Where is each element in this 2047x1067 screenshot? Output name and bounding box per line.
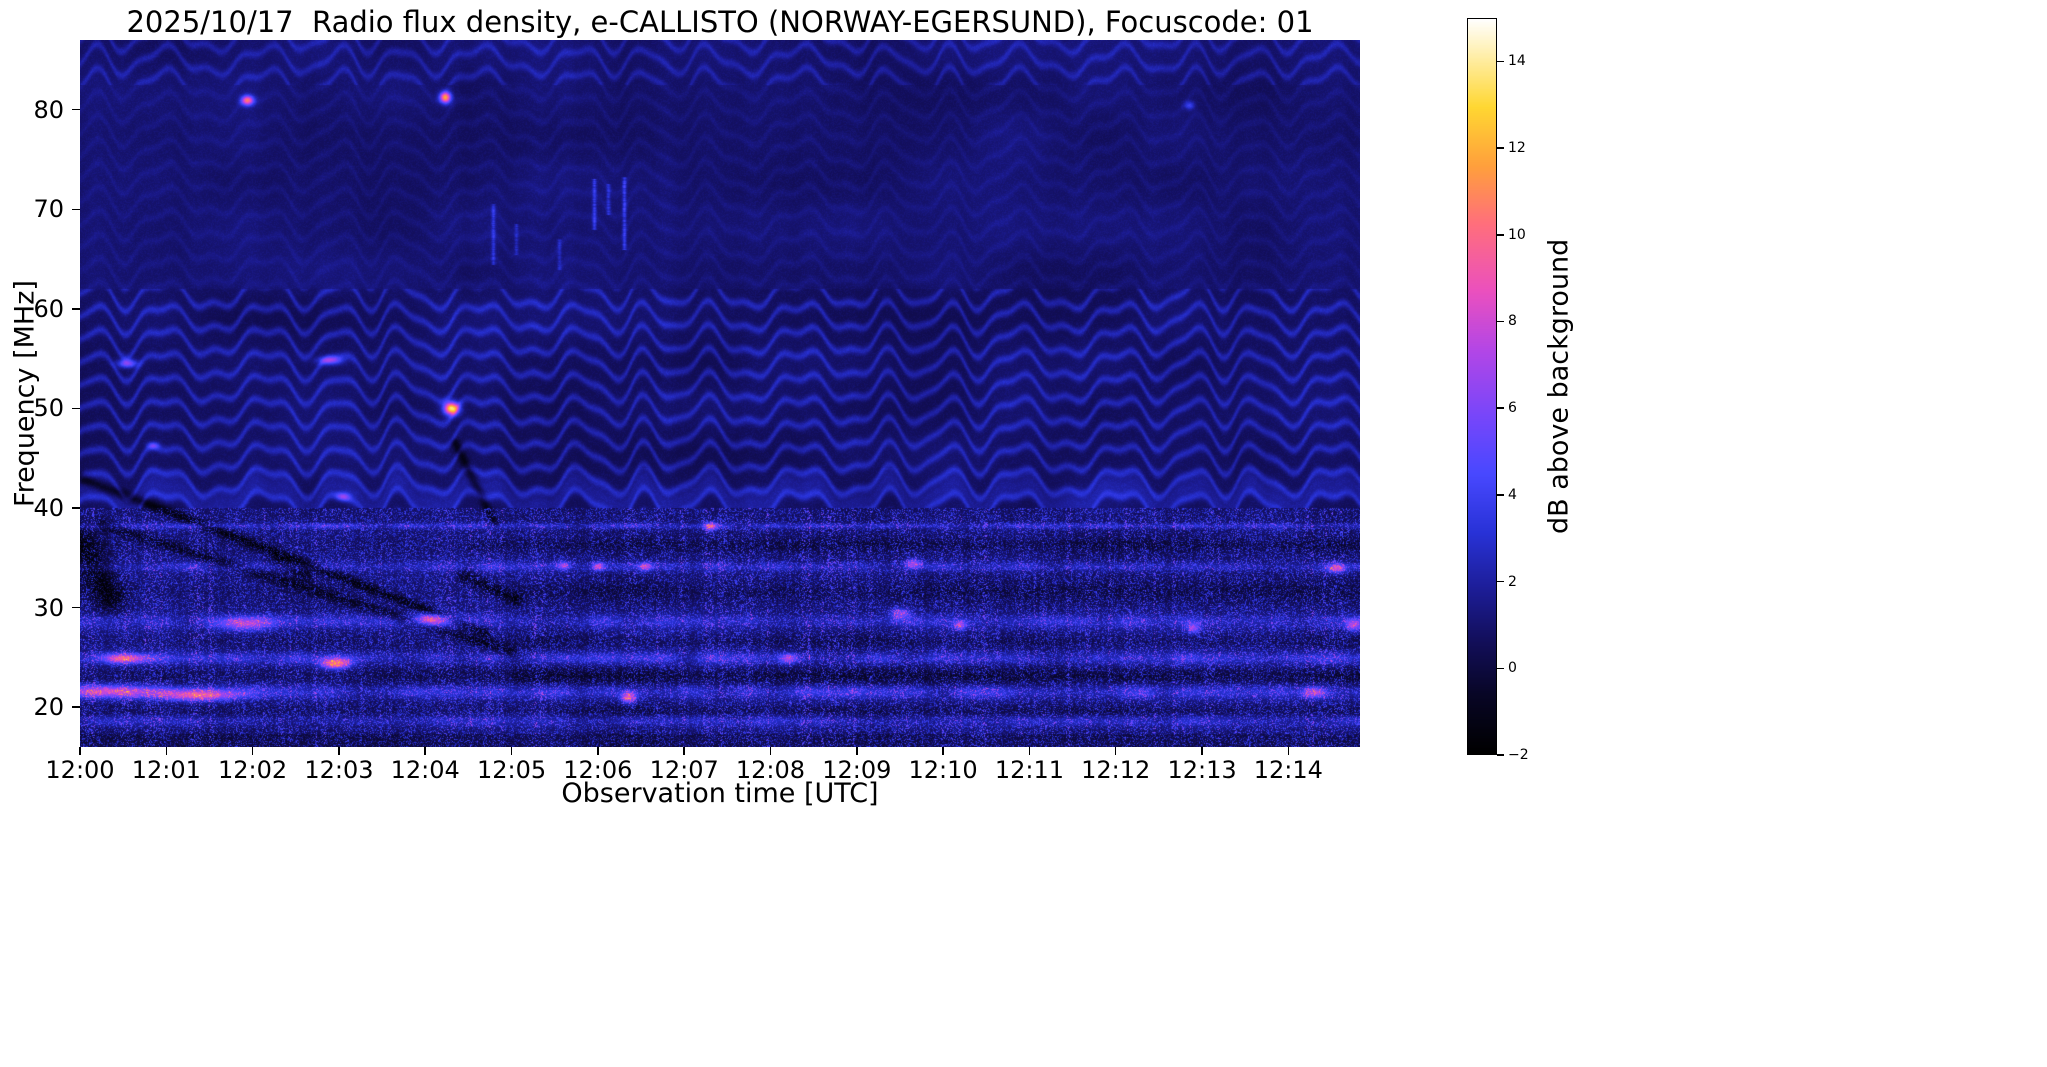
colorbar-tick-mark [1497, 320, 1504, 323]
x-tick-label: 12:08 [735, 756, 806, 784]
colorbar-tick-label: −2 [1508, 747, 1529, 763]
colorbar [1467, 18, 1497, 755]
x-tick-label: 12:06 [563, 756, 633, 784]
y-tick-mark [72, 407, 80, 410]
y-tick-label: 20 [33, 693, 64, 722]
x-tick-mark [165, 747, 168, 755]
chart-title: 2025/10/17 Radio flux density, e-CALLIST… [126, 5, 1314, 39]
y-tick-mark [72, 706, 80, 708]
y-tick-mark [72, 308, 80, 310]
x-tick-label: 12:01 [131, 756, 201, 784]
colorbar-tick-label: 14 [1508, 53, 1526, 70]
colorbar-tick-mark [1497, 60, 1504, 63]
x-tick-label: 12:14 [1253, 756, 1323, 784]
colorbar-tick-mark [1497, 754, 1504, 756]
x-tick-mark [1028, 747, 1031, 755]
colorbar-tick-label: 4 [1508, 486, 1517, 503]
colorbar-tick-mark [1497, 494, 1504, 496]
x-tick-label: 12:12 [1081, 756, 1151, 784]
y-tick-label: 60 [33, 294, 64, 323]
x-tick-label: 12:07 [649, 756, 719, 784]
x-tick-mark [424, 747, 426, 755]
colorbar-tick-mark [1497, 407, 1504, 409]
x-tick-label: 12:04 [390, 756, 460, 784]
x-tick-mark [856, 747, 858, 755]
y-tick-mark [72, 606, 80, 609]
colorbar-tick-label: 2 [1508, 573, 1517, 590]
x-tick-mark [1201, 747, 1203, 755]
y-tick-label: 80 [33, 95, 64, 124]
colorbar-tick-mark [1497, 234, 1504, 236]
x-tick-mark [683, 747, 685, 755]
colorbar-tick-mark [1497, 147, 1504, 149]
y-tick-label: 40 [33, 494, 64, 522]
y-tick-mark [72, 507, 80, 509]
colorbar-tick-mark [1497, 667, 1504, 670]
x-tick-mark [769, 747, 772, 755]
x-axis-label: Observation time [UTC] [561, 778, 879, 809]
colorbar-tick-label: 0 [1508, 660, 1517, 677]
y-tick-label: 50 [33, 394, 64, 423]
x-tick-mark [597, 747, 599, 755]
x-tick-mark [1114, 747, 1117, 755]
x-tick-label: 12:03 [304, 756, 374, 784]
x-tick-label: 12:09 [822, 756, 892, 784]
y-tick-label: 70 [33, 195, 64, 224]
colorbar-tick-label: 12 [1508, 140, 1526, 157]
x-tick-label: 12:10 [908, 756, 978, 784]
colorbar-tick-mark [1497, 580, 1504, 583]
colorbar-tick-label: 10 [1508, 226, 1526, 243]
x-tick-mark [338, 747, 340, 755]
y-tick-label: 30 [33, 593, 64, 622]
x-tick-label: 12:00 [45, 756, 115, 784]
colorbar-tick-label: 6 [1508, 400, 1517, 417]
y-tick-mark [72, 208, 80, 211]
x-tick-label: 12:05 [476, 756, 547, 784]
y-tick-mark [72, 108, 80, 111]
x-tick-label: 12:02 [218, 756, 288, 784]
colorbar-label: dB above background [1543, 238, 1575, 535]
colorbar-tick-label: 8 [1508, 313, 1517, 330]
x-tick-mark [79, 747, 81, 755]
x-tick-mark [942, 747, 944, 755]
x-tick-mark [510, 747, 513, 755]
x-tick-mark [1287, 747, 1290, 755]
x-tick-label: 12:11 [994, 756, 1064, 784]
x-tick-mark [251, 747, 254, 755]
spectrogram-canvas [80, 40, 1360, 747]
x-tick-label: 12:13 [1167, 756, 1237, 784]
